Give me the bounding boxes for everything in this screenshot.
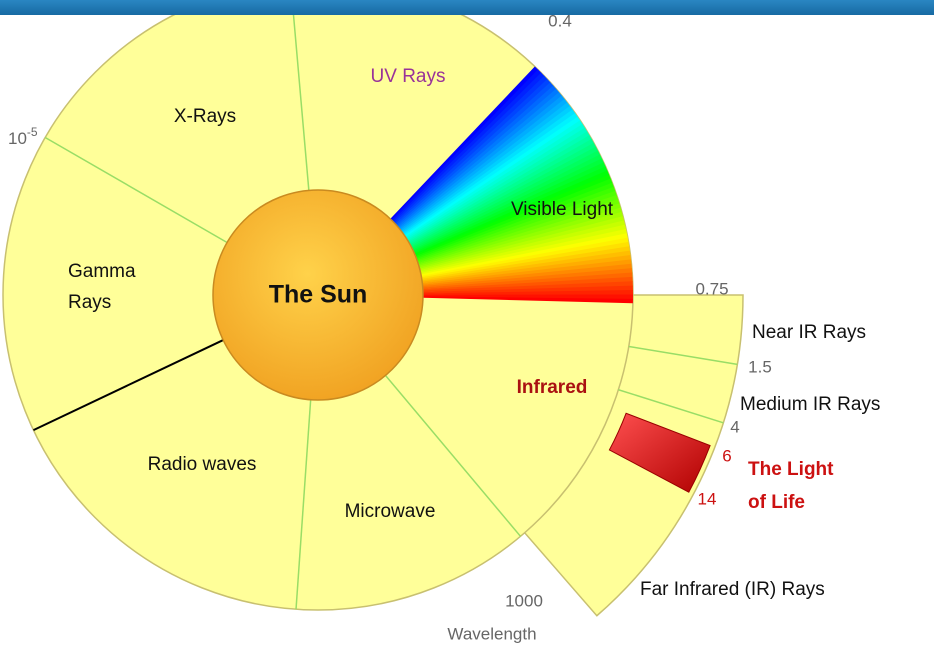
wavelength-mark: 14	[698, 489, 717, 508]
microwave-label: Microwave	[345, 501, 436, 522]
gamma-label: Gamma	[68, 261, 136, 282]
wavelength-mark: 0.4	[548, 11, 572, 30]
base: 10	[8, 129, 27, 148]
infrared-label: Infrared	[517, 377, 588, 398]
near-ir-label: Near IR Rays	[752, 322, 866, 343]
life-label: The Light	[748, 459, 834, 480]
sun-label: The Sun	[269, 281, 368, 309]
uv-label: UV Rays	[371, 66, 446, 87]
life-label: of Life	[748, 492, 805, 513]
wavelength-mark: 1.5	[748, 357, 772, 376]
medium-ir-label: Medium IR Rays	[740, 394, 880, 415]
wavelength-mark: 10-5	[8, 125, 38, 148]
top-bar	[0, 0, 934, 15]
gamma-label: Rays	[68, 292, 111, 313]
radio-label: Radio waves	[148, 454, 257, 475]
visible-label: Visible Light	[511, 199, 614, 220]
axis-label: Wavelength	[447, 624, 536, 643]
xray-label: X-Rays	[174, 106, 236, 127]
wavelength-mark: 4	[730, 417, 739, 436]
far-ir-label: Far Infrared (IR) Rays	[640, 579, 825, 600]
exponent: -5	[27, 125, 38, 139]
wavelength-mark: 0.75	[695, 279, 728, 298]
wavelength-mark: 6	[722, 446, 731, 465]
wavelength-mark: 1000	[505, 591, 543, 610]
diagram: The Sun UV Rays X-Rays Visible Light Gam…	[0, 0, 934, 649]
